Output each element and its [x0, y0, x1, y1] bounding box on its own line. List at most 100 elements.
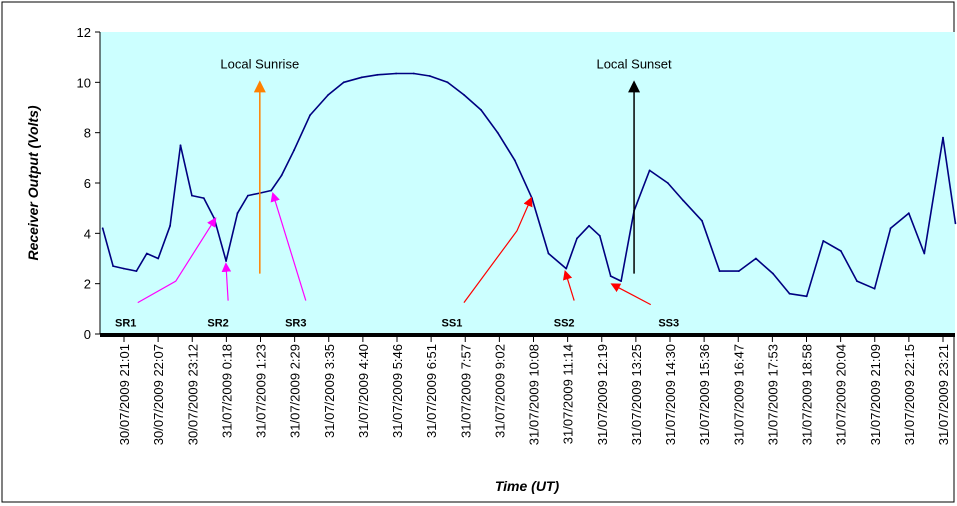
x-tick-label: 31/07/2009 5:46	[390, 344, 405, 438]
data-point	[588, 224, 590, 227]
data-point	[565, 267, 568, 270]
marker-label: SS2	[554, 318, 575, 330]
data-point	[412, 72, 415, 75]
marker-label: SS3	[658, 318, 679, 330]
x-axis: 30/07/2009 21:01 30/07/2009 22:07 30/07/20…	[100, 333, 955, 445]
x-tick-label: 31/07/2009 21:09	[868, 344, 883, 445]
data-point	[202, 197, 205, 200]
data-point	[145, 252, 148, 255]
x-axis-title: Time (UT)	[495, 478, 560, 494]
data-point	[718, 270, 721, 272]
x-tick-label: 31/07/2009 16:47	[731, 344, 746, 445]
x-tick-label: 31/07/2009 0:18	[219, 344, 234, 438]
data-point	[225, 260, 228, 262]
x-tick-label: 31/07/2009 18:58	[800, 344, 815, 445]
data-point	[213, 217, 216, 220]
data-point	[737, 270, 740, 272]
data-point	[840, 250, 842, 252]
data-point	[179, 144, 182, 147]
y-tick-label: 2	[84, 277, 91, 292]
data-point	[270, 189, 273, 192]
data-point	[446, 81, 449, 84]
x-tick-label: 31/07/2009 11:14	[561, 344, 576, 444]
x-tick-label: 31/07/2009 4:40	[356, 344, 371, 438]
data-point	[531, 197, 533, 200]
marker-label: SR1	[115, 318, 136, 330]
y-tick-label: 0	[84, 327, 91, 342]
data-point	[342, 81, 345, 84]
marker-pointer	[137, 217, 217, 304]
plot-area	[100, 32, 955, 334]
marker-sr2: SR2	[207, 262, 232, 330]
y-axis-title: Receiver Output (Volts)	[25, 105, 41, 260]
x-tick-label: 31/07/2009 3:35	[322, 344, 337, 438]
y-tick-label: 12	[77, 25, 91, 40]
data-point	[682, 199, 685, 202]
data-point	[101, 227, 104, 230]
x-tick-label: 31/07/2009 15:36	[697, 344, 712, 445]
data-point	[666, 182, 669, 184]
x-tick-label: 31/07/2009 9:02	[492, 344, 507, 438]
data-point	[191, 194, 193, 197]
data-point	[428, 75, 431, 77]
x-tick-label: 31/07/2009 12:19	[595, 344, 610, 445]
data-point	[620, 280, 622, 282]
y-tick-label: 8	[84, 126, 91, 141]
data-point	[701, 219, 703, 222]
data-point	[135, 270, 138, 272]
data-point	[309, 114, 311, 116]
x-tick-label: 31/07/2009 13:25	[629, 344, 644, 445]
data-point	[157, 257, 160, 260]
data-point	[123, 267, 125, 270]
data-point	[293, 149, 295, 152]
y-tick-label: 10	[77, 75, 91, 90]
data-point	[889, 227, 892, 230]
annotation-layer: Local Sunrise Local Sunset SR1 SR2 SR3 SS1 SS2…	[115, 56, 679, 329]
annotation-label: Local Sunrise	[220, 56, 299, 71]
marker-pointer	[562, 269, 575, 301]
data-point	[395, 72, 397, 75]
y-axis: 0 2 4 6 8 10 12	[77, 25, 101, 342]
x-tick-label: 31/07/2009 14:30	[663, 344, 678, 445]
marker-label: SR3	[285, 318, 306, 330]
x-tick-label: 31/07/2009 22:15	[902, 344, 917, 445]
y-tick-label: 4	[84, 226, 91, 241]
data-point	[954, 222, 957, 225]
data-point	[280, 174, 283, 177]
data-point	[169, 224, 172, 227]
annotation-label: Local Sunset	[596, 56, 672, 71]
data-point	[598, 234, 601, 237]
x-tick-label: 31/07/2009 23:21	[936, 344, 951, 445]
data-point	[648, 169, 651, 172]
data-point	[112, 265, 114, 267]
marker-pointer	[610, 283, 652, 306]
data-point	[376, 73, 379, 76]
data-point	[755, 257, 757, 260]
x-tick-label: 31/07/2009 1:23	[254, 344, 269, 438]
x-tick-label: 31/07/2009 20:04	[834, 344, 849, 445]
data-point	[907, 212, 910, 215]
marker-pointer	[463, 196, 533, 303]
marker-label: SS1	[442, 318, 463, 330]
data-point	[873, 287, 876, 290]
y-tick-label: 6	[84, 176, 91, 191]
x-tick-label: 30/07/2009 22:07	[151, 344, 166, 445]
data-point	[463, 94, 465, 96]
data-point	[247, 194, 249, 197]
data-point	[547, 252, 550, 255]
data-point	[609, 275, 612, 277]
data-point	[361, 76, 363, 79]
data-point	[480, 109, 482, 111]
data-point	[236, 212, 239, 215]
data-point	[327, 94, 330, 96]
data-point	[856, 280, 858, 282]
data-point	[942, 136, 944, 139]
marker-ss2: SS2	[554, 269, 575, 330]
marker-pointer	[221, 262, 232, 301]
x-tick-label: 31/07/2009 6:51	[424, 344, 439, 438]
x-tick-label: 31/07/2009 2:29	[288, 344, 303, 438]
x-tick-label: 31/07/2009 7:57	[458, 344, 473, 438]
marker-ss3: SS3	[610, 283, 679, 330]
data-point	[576, 237, 578, 240]
marker-label: SR2	[207, 318, 228, 330]
